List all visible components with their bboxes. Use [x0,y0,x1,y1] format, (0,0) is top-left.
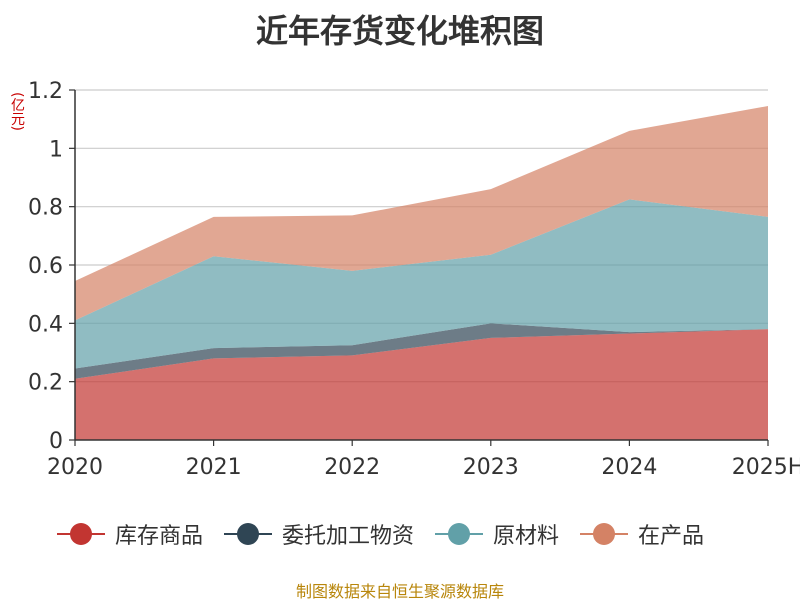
series-area-3 [75,199,768,369]
legend-marker [435,522,484,546]
legend-label: 委托加工物资 [282,524,415,549]
legend-label: 库存商品 [115,524,204,549]
x-tick-label: 2021 [186,455,242,480]
y-tick-label: 0.8 [28,196,63,221]
y-tick-label: 1 [49,137,63,162]
x-tick-label: 2022 [324,455,380,480]
series-areas [75,106,768,440]
legend-label: 原材料 [493,524,560,549]
x-tick-label: 2024 [601,455,657,480]
y-tick-label: 0.6 [28,254,63,279]
legend-marker [580,522,629,546]
series-area-2 [75,323,768,379]
y-axis-unit-label: (亿元) [9,92,25,131]
chart-title: 近年存货变化堆积图 [255,12,544,50]
legend-item-4[interactable]: 在产品 [580,518,704,550]
y-tick-label: 1.2 [28,79,63,104]
legend-item-2[interactable]: 委托加工物资 [224,518,414,550]
legend: 库存商品 委托加工物资 原材料 在产品 [57,518,725,550]
legend-item-1[interactable]: 库存商品 [57,518,203,550]
legend-dot [448,523,471,545]
y-tick-label: 0.2 [28,371,63,396]
data-source-note: 制图数据来自恒生聚源数据库 [295,582,504,601]
series-area-1 [75,329,768,440]
legend-marker [57,522,105,546]
series-area-4 [75,106,768,321]
axes [74,90,768,441]
legend-marker [224,522,273,546]
legend-item-3[interactable]: 原材料 [435,518,559,550]
y-tick-label: 0.4 [28,312,63,337]
legend-dot [70,523,92,545]
x-tick-label: 2025H [732,455,800,480]
legend-label: 在产品 [638,524,705,549]
y-tick-label: 0 [49,429,63,454]
x-tick-label: 2023 [463,455,519,480]
y-tick-labels: 0 0.2 0.4 0.6 0.8 1 1.2 [28,79,63,454]
legend-dot [237,523,260,545]
legend-dot [593,523,616,545]
x-tick-labels: 2020 2021 2022 2023 2024 2025H [47,440,800,480]
x-tick-label: 2020 [47,455,103,480]
